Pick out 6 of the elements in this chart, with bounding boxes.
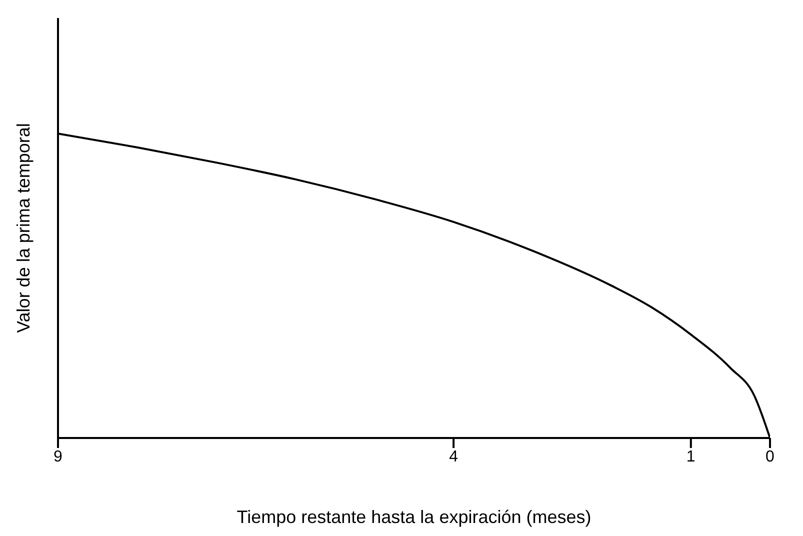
x-tick-label: 1 <box>686 448 696 466</box>
x-tick-label: 4 <box>449 448 458 466</box>
x-tick-label: 0 <box>766 448 775 466</box>
y-axis-title: Valor de la prima temporal <box>13 123 34 333</box>
x-tick-label: 9 <box>54 448 63 466</box>
x-axis-title: Tiempo restante hasta la expiración (meses) <box>236 507 592 527</box>
